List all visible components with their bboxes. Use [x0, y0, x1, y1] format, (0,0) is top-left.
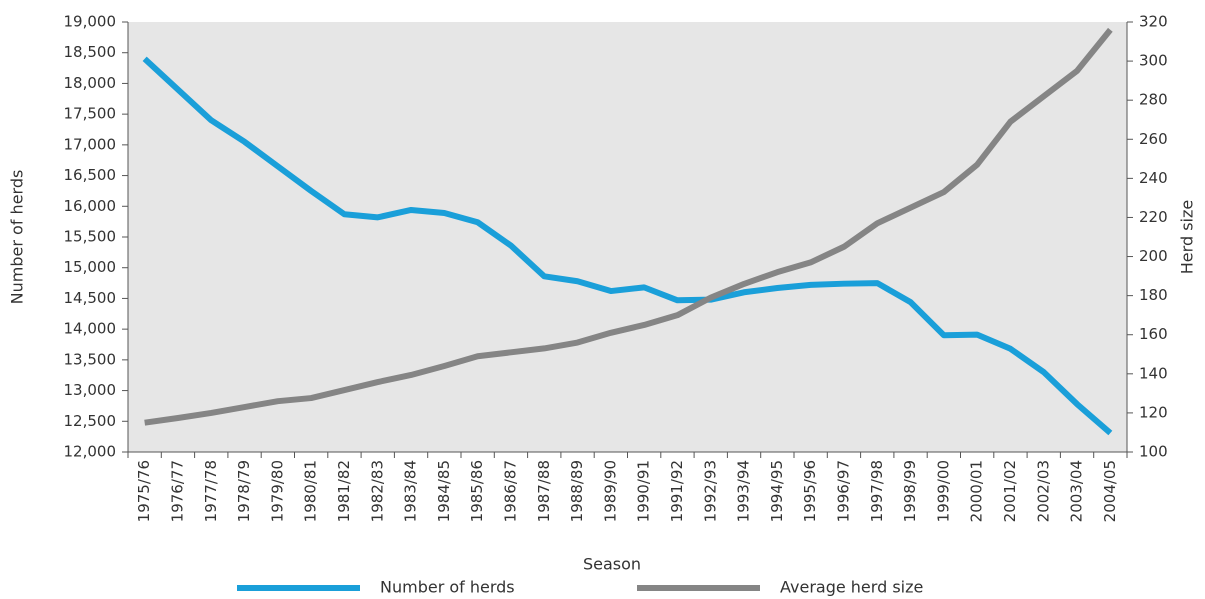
x-tick-label: 1986/87	[501, 460, 519, 522]
y2-tick-label: 240	[1139, 169, 1168, 187]
legend-label: Number of herds	[380, 578, 515, 597]
x-tick-label: 1996/97	[834, 460, 852, 522]
y-tick-label: 19,000	[64, 13, 117, 31]
y-tick-label: 18,000	[64, 74, 117, 92]
y-tick-label: 12,500	[64, 412, 117, 430]
y-tick-label: 18,500	[64, 43, 117, 61]
x-tick-label: 2004/05	[1101, 460, 1119, 522]
y-tick-label: 12,000	[64, 443, 117, 461]
y-tick-label: 17,500	[64, 105, 117, 123]
legend-label: Average herd size	[780, 578, 923, 597]
x-tick-label: 1988/89	[568, 460, 586, 522]
x-tick-label: 1981/82	[335, 460, 353, 522]
y2-tick-label: 220	[1139, 208, 1168, 226]
x-tick-label: 1998/99	[901, 460, 919, 522]
y2-axis-label: Herd size	[1178, 200, 1197, 274]
x-tick-label: 1995/96	[801, 460, 819, 522]
x-tick-label: 2001/02	[1001, 460, 1019, 522]
x-tick-label: 1990/91	[635, 460, 653, 522]
x-tick-label: 1994/95	[768, 460, 786, 522]
x-tick-label: 1975/76	[135, 460, 153, 522]
x-tick-label: 2003/04	[1068, 460, 1086, 522]
x-tick-label: 1993/94	[735, 460, 753, 522]
x-tick-label: 1976/77	[168, 460, 186, 522]
y-tick-label: 15,500	[64, 228, 117, 246]
x-tick-label: 2002/03	[1034, 460, 1052, 522]
y-axis-label: Number of herds	[8, 170, 27, 305]
x-axis-label: Season	[583, 555, 641, 574]
y2-tick-label: 120	[1139, 403, 1168, 421]
x-tick-label: 1978/79	[235, 460, 253, 522]
y2-tick-label: 260	[1139, 130, 1168, 148]
y2-tick-label: 300	[1139, 52, 1168, 70]
y2-tick-label: 200	[1139, 247, 1168, 265]
y2-tick-label: 100	[1139, 443, 1168, 461]
x-tick-label: 1980/81	[302, 460, 320, 522]
y-tick-label: 16,500	[64, 166, 117, 184]
x-tick-label: 1979/80	[268, 460, 286, 522]
x-tick-label: 1991/92	[668, 460, 686, 522]
x-tick-label: 1983/84	[402, 460, 420, 522]
y2-tick-label: 180	[1139, 286, 1168, 304]
y-tick-label: 14,000	[64, 320, 117, 338]
series-line	[144, 27, 1113, 426]
x-tick-label: 1992/93	[701, 460, 719, 522]
x-tick-label: 1999/00	[934, 460, 952, 522]
x-tick-label: 1997/98	[868, 460, 886, 522]
x-tick-label: 1989/90	[601, 460, 619, 522]
x-tick-label: 1984/85	[435, 460, 453, 522]
y2-tick-label: 140	[1139, 364, 1168, 382]
y2-tick-label: 320	[1139, 13, 1168, 31]
y-tick-label: 14,500	[64, 289, 117, 307]
y-tick-label: 16,000	[64, 197, 117, 215]
x-tick-label: 1985/86	[468, 460, 486, 522]
y-tick-label: 17,000	[64, 135, 117, 153]
x-tick-label: 2000/01	[968, 460, 986, 522]
y-tick-label: 15,000	[64, 258, 117, 276]
x-tick-label: 1987/88	[535, 460, 553, 522]
y-tick-label: 13,500	[64, 350, 117, 368]
x-tick-label: 1982/83	[368, 460, 386, 522]
y2-tick-label: 280	[1139, 91, 1168, 109]
y-tick-label: 13,000	[64, 381, 117, 399]
series-line	[142, 56, 1113, 436]
y2-tick-label: 160	[1139, 325, 1168, 343]
plot-area	[128, 22, 1127, 452]
x-tick-label: 1977/78	[202, 460, 220, 522]
